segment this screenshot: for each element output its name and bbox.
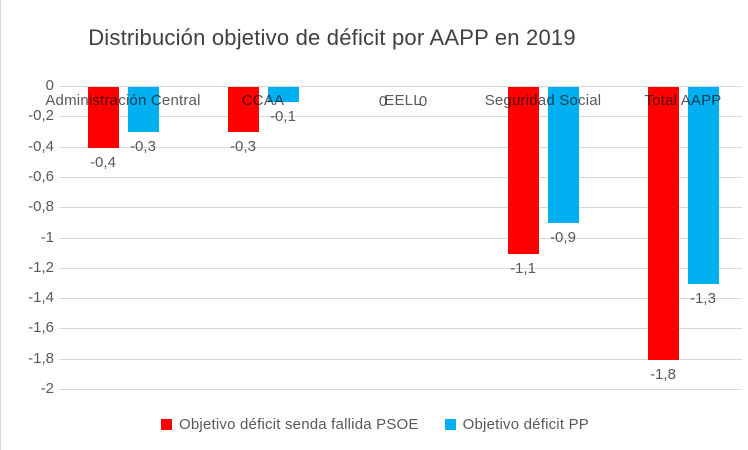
gridline: [59, 177, 742, 178]
gridline: [59, 86, 742, 87]
bar-psoe[interactable]: [88, 87, 119, 148]
chart-title: Distribución objetivo de déficit por AAP…: [88, 25, 576, 50]
gridline: [59, 298, 742, 299]
bar-pp[interactable]: [548, 87, 579, 223]
y-axis-tick-label: -1,6: [28, 319, 54, 336]
gridline: [59, 147, 742, 148]
gridline: [59, 268, 742, 269]
y-axis-tick-label: -0,6: [28, 168, 54, 185]
legend-item[interactable]: Objetivo déficit senda fallida PSOE: [161, 416, 419, 433]
data-label: -0,3: [230, 138, 256, 155]
data-label: -1,8: [650, 366, 676, 383]
y-axis-tick-label: -2: [40, 380, 54, 397]
category-label: Total AAPP: [644, 92, 722, 109]
y-axis-tick-label: -0,2: [28, 107, 54, 124]
legend-label: Objetivo déficit PP: [462, 415, 589, 433]
gridline: [59, 207, 742, 208]
y-axis-tick-label: -1,8: [28, 350, 54, 367]
legend-swatch: [444, 418, 456, 430]
gridline: [59, 116, 742, 117]
legend-swatch: [161, 418, 172, 430]
data-label: 0: [418, 93, 428, 110]
category-label: CCAA: [241, 92, 285, 109]
category-label: EELL: [384, 92, 422, 109]
bar-pp[interactable]: [268, 87, 299, 102]
gridline: [59, 238, 742, 239]
data-label: -0,3: [130, 138, 156, 155]
data-label: -1,1: [510, 260, 536, 277]
data-label: -0,4: [90, 154, 116, 171]
legend-item[interactable]: Objetivo déficit PP: [444, 415, 589, 433]
y-axis-tick-label: 0: [45, 77, 54, 94]
bar-psoe[interactable]: [648, 87, 679, 360]
y-axis-tick-label: -1,4: [28, 289, 54, 306]
legend-label: Objetivo déficit senda fallida PSOE: [179, 415, 419, 433]
bar-pp[interactable]: [128, 87, 159, 132]
bar-psoe[interactable]: [508, 87, 539, 254]
data-label: -0,9: [550, 229, 576, 246]
gridline: [59, 328, 742, 329]
data-label: 0: [378, 93, 388, 110]
gridline: [59, 359, 742, 360]
gridline: [59, 389, 742, 390]
category-label: Administración Central: [45, 92, 201, 109]
data-label: -1,3: [690, 290, 716, 307]
bar-psoe[interactable]: [228, 87, 259, 132]
data-label: -0,1: [270, 108, 296, 125]
bar-pp[interactable]: [688, 87, 719, 284]
y-axis-tick-label: -0,8: [28, 198, 54, 215]
legend: Objetivo déficit senda fallida PSOE Objet…: [1, 413, 748, 435]
category-label: Seguridad Social: [484, 92, 602, 109]
y-axis-tick-label: -0,4: [28, 138, 54, 155]
y-axis-tick-label: -1: [40, 229, 54, 246]
y-axis-tick-label: -1,2: [28, 259, 54, 276]
